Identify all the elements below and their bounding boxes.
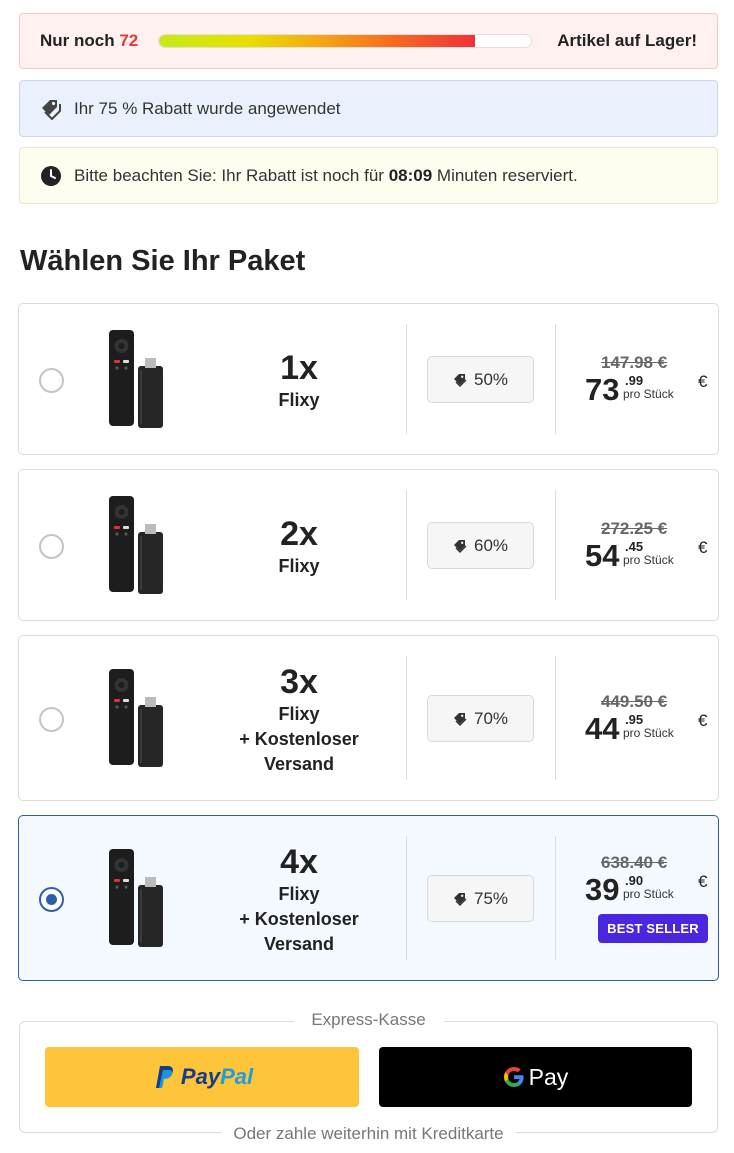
divider <box>406 490 407 600</box>
google-g-icon <box>503 1067 524 1087</box>
divider <box>555 490 556 600</box>
stock-label: Nur noch 72 <box>40 31 139 50</box>
discount-percent: 60% <box>473 535 509 555</box>
price-currency: € <box>698 872 708 891</box>
divider <box>555 836 556 960</box>
product-image <box>109 669 167 767</box>
old-price: 449.50 € <box>601 692 668 711</box>
tag-icon <box>453 892 467 906</box>
package-quantity: 3x <box>280 663 318 701</box>
package-line: + Kostenloser <box>239 909 359 929</box>
divider <box>555 324 556 434</box>
reservation-notice: Bitte beachten Sie: Ihr Rabatt ist noch … <box>19 147 718 204</box>
reservation-timer: 08:09 <box>388 165 433 185</box>
discount-badge: 75% <box>427 875 534 922</box>
product-image <box>109 330 167 428</box>
package-quantity: 2x <box>280 515 318 553</box>
package-option-2[interactable]: 2x Flixy 60% 272.25 € 54 .45 pro Stück € <box>18 469 719 621</box>
package-option-4[interactable]: 4x Flixy + Kostenloser Versand 75% 638.40 € … <box>18 815 719 981</box>
package-quantity-block: 2x Flixy <box>219 514 379 579</box>
price-integer: 44 <box>585 711 620 746</box>
old-price: 638.40 € <box>601 853 668 872</box>
price-decimal: .99 <box>625 373 644 388</box>
discount-notice: Ihr 75 % Rabatt wurde angewendet <box>19 80 718 137</box>
package-option-3[interactable]: 3x Flixy + Kostenloser Versand 70% 449.50 € … <box>18 635 719 801</box>
package-quantity: 4x <box>280 843 318 881</box>
divider <box>406 836 407 960</box>
discount-badge: 60% <box>427 522 534 569</box>
tag-icon <box>453 712 467 726</box>
express-checkout: Express-Kasse Pay Pal Pay Oder zahle weit… <box>19 1010 718 1144</box>
price-decimal: .95 <box>625 712 644 727</box>
price-currency: € <box>698 538 708 557</box>
stock-progress-bar <box>158 34 533 48</box>
product-image <box>109 849 167 947</box>
package-line: Versand <box>263 754 335 774</box>
google-pay-button[interactable]: Pay <box>379 1047 692 1107</box>
price-per-unit: pro Stück <box>623 387 674 401</box>
stock-suffix: Artikel auf Lager! <box>557 31 697 50</box>
price-decimal: .90 <box>625 873 644 888</box>
product-image <box>109 496 167 594</box>
paypal-button[interactable]: Pay Pal <box>45 1047 359 1107</box>
package-line: Versand <box>263 934 335 954</box>
clock-icon <box>40 165 62 187</box>
package-quantity-block: 4x Flixy + Kostenloser Versand <box>219 842 379 957</box>
price-integer: 73 <box>585 372 620 407</box>
package-radio[interactable] <box>39 707 64 732</box>
package-line: Flixy <box>278 704 320 724</box>
package-quantity: 1x <box>280 349 318 387</box>
divider <box>555 656 556 780</box>
reservation-text: Bitte beachten Sie: Ihr Rabatt ist noch … <box>74 165 578 185</box>
discount-percent: 75% <box>473 888 509 908</box>
package-radio[interactable] <box>39 534 64 559</box>
package-line: Flixy <box>278 390 320 410</box>
price-integer: 39 <box>585 872 620 907</box>
section-title: Wählen Sie Ihr Paket <box>20 245 306 277</box>
package-quantity-block: 1x Flixy <box>219 348 379 413</box>
price-currency: € <box>698 711 708 730</box>
package-line: Flixy <box>278 884 320 904</box>
tags-icon <box>40 98 62 120</box>
package-radio[interactable] <box>39 887 64 912</box>
package-quantity-block: 3x Flixy + Kostenloser Versand <box>219 662 379 777</box>
stock-progress-fill <box>159 35 476 47</box>
price-integer: 54 <box>585 538 620 573</box>
price-decimal: .45 <box>625 539 644 554</box>
tag-icon <box>453 539 467 553</box>
tag-icon <box>453 373 467 387</box>
divider <box>406 656 407 780</box>
price-per-unit: pro Stück <box>623 887 674 901</box>
divider <box>406 324 407 434</box>
old-price: 272.25 € <box>601 519 668 538</box>
express-footer: Oder zahle weiterhin mit Kreditkarte <box>221 1124 516 1144</box>
price-per-unit: pro Stück <box>623 726 674 740</box>
stock-count: 72 <box>119 31 139 50</box>
paypal-label-1: Pay <box>180 1064 221 1089</box>
discount-text: Ihr 75 % Rabatt wurde angewendet <box>74 98 341 118</box>
express-legend: Express-Kasse <box>293 1010 444 1030</box>
package-radio[interactable] <box>39 368 64 393</box>
discount-badge: 70% <box>427 695 534 742</box>
discount-percent: 50% <box>473 369 509 389</box>
paypal-label-2: Pal <box>220 1064 254 1089</box>
discount-percent: 70% <box>473 708 509 728</box>
stock-banner: Nur noch 72 Artikel auf Lager! <box>19 13 718 69</box>
old-price: 147.98 € <box>601 353 668 372</box>
package-option-1[interactable]: 1x Flixy 50% 147.98 € 73 .99 pro Stück € <box>18 303 719 455</box>
price-per-unit: pro Stück <box>623 553 674 567</box>
gpay-label: Pay <box>528 1063 569 1090</box>
price-currency: € <box>698 372 708 391</box>
discount-badge: 50% <box>427 356 534 403</box>
package-line: + Kostenloser <box>239 729 359 749</box>
package-line: Flixy <box>278 556 320 576</box>
best-seller-badge: BEST SELLER <box>598 914 708 943</box>
paypal-icon <box>155 1066 173 1088</box>
